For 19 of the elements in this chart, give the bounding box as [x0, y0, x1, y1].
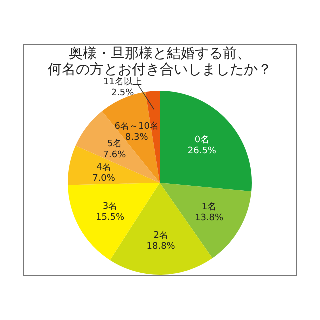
slice-label: 2名 [154, 230, 168, 242]
data-label: 15.5% [96, 212, 126, 223]
slice-label: 5名 [107, 138, 122, 150]
data-label: 18.8% [146, 242, 176, 252]
slice-label: 3名 [102, 200, 118, 212]
slice-label: 6名～10名 [114, 120, 159, 132]
pie-slice [160, 91, 252, 192]
slice-label: 4名 [96, 162, 112, 173]
data-label: 13.8% [194, 214, 224, 224]
slice-label: 0名 [194, 134, 210, 146]
data-label: 7.6% [103, 150, 127, 160]
chart-title: 奥様・旦那様と結婚する前、何名の方とお付き合いしましたか？ [47, 46, 273, 78]
data-label: 8.3% [125, 132, 149, 143]
pie-slice [76, 111, 160, 183]
slice-label: 1名 [202, 202, 217, 213]
data-label: 2.5% [111, 88, 135, 98]
data-label: 26.5% [188, 146, 217, 157]
data-label: 7.0% [92, 174, 116, 184]
slice-label: 11名以上 [104, 76, 142, 88]
